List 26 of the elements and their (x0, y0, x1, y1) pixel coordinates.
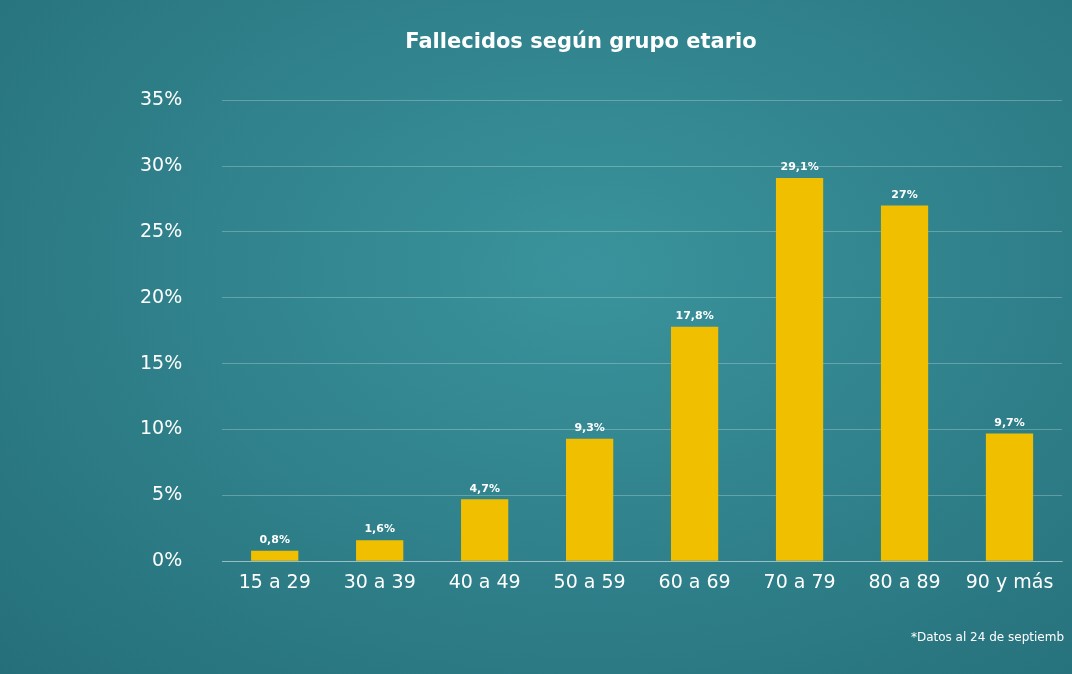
x-tick-label: 90 y más (965, 569, 1054, 592)
y-tick-label: 15% (140, 350, 183, 373)
y-tick-label: 20% (140, 284, 183, 307)
data-label: 9,7% (994, 415, 1025, 429)
data-label: 17,8% (675, 309, 714, 323)
data-label: 1,6% (364, 522, 395, 536)
data-label: 29,1% (780, 160, 819, 174)
data-label: 27% (891, 187, 918, 201)
y-tick-label: 25% (140, 218, 183, 241)
x-tick-label: 15 a 29 (238, 569, 311, 592)
data-label: 0,8% (259, 533, 290, 547)
y-tick-label: 30% (140, 152, 183, 175)
x-tick-label: 70 a 79 (763, 569, 836, 592)
x-tick-label: 60 a 69 (658, 569, 731, 592)
chart-title: Fallecidos según grupo etario (405, 29, 757, 54)
y-tick-label: 0% (152, 548, 183, 571)
x-tick-label: 30 a 39 (343, 569, 416, 592)
x-tick-label: 50 a 59 (553, 569, 626, 592)
text: *Datos al 24 de septiemb (910, 630, 1064, 644)
data-label: 4,7% (469, 481, 500, 495)
y-tick-label: 35% (140, 87, 183, 110)
y-tick-label: 5% (152, 482, 183, 505)
x-tick-label: 40 a 49 (448, 569, 521, 592)
y-tick-label: 10% (140, 416, 183, 439)
data-label: 9,3% (574, 421, 605, 435)
x-tick-label: 80 a 89 (868, 569, 941, 592)
